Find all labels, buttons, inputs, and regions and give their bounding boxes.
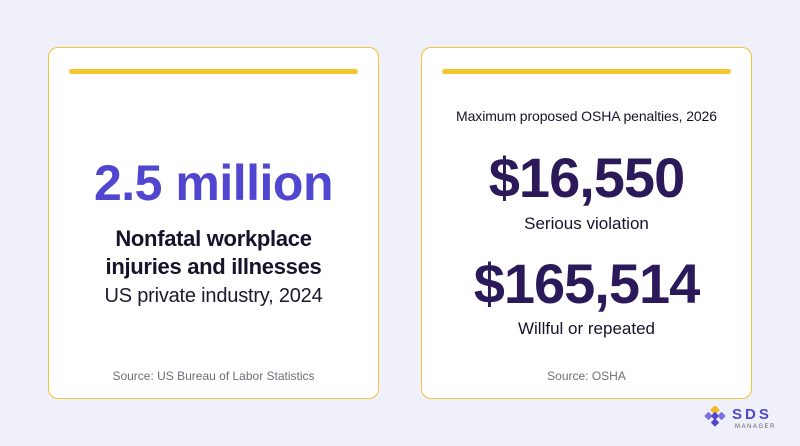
willful-penalty-label: Willful or repeated: [517, 319, 655, 338]
penalties-heading: Maximum proposed OSHA penalties, 2026: [456, 108, 717, 124]
diamond-grid-icon: [704, 406, 726, 427]
injury-stat: 2.5 million: [93, 155, 334, 211]
injury-stat-subtitle: US private industry, 2024: [104, 285, 323, 307]
willful-penalty-amount: $165,514: [473, 252, 701, 315]
logo-subtitle: MANAGER: [735, 424, 776, 430]
logo-wordmark: SDS: [732, 406, 772, 423]
accent-bar: [69, 69, 358, 74]
injury-stat-label: Nonfatal workplace injuries and illnesse…: [59, 225, 368, 281]
injury-source: Source: US Bureau of Labor Statistics: [112, 369, 315, 383]
serious-penalty-amount: $16,550: [488, 146, 685, 209]
sds-manager-logo: SDS MANAGER: [704, 404, 784, 434]
penalties-source: Source: OSHA: [547, 369, 626, 383]
penalties-card: Maximum proposed OSHA penalties, 2026 $1…: [421, 47, 752, 399]
serious-penalty-label: Serious violation: [524, 214, 649, 233]
injury-label-line1: Nonfatal workplace: [115, 226, 312, 251]
accent-bar: [442, 69, 731, 74]
injuries-card: 2.5 million Nonfatal workplace injuries …: [48, 47, 379, 399]
injury-label-line2: injuries and illnesses: [105, 254, 322, 279]
